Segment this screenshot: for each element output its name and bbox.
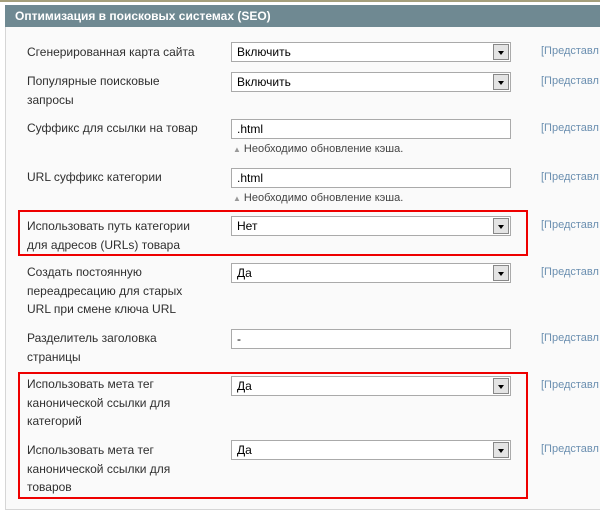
cache-note: ▲ Необходимо обновление кэша. bbox=[233, 192, 403, 204]
highlight-box bbox=[18, 372, 528, 499]
select-value: Включить bbox=[237, 45, 291, 59]
chevron-down-icon[interactable] bbox=[493, 442, 509, 458]
field-select[interactable]: Нет bbox=[231, 216, 511, 236]
triangle-up-icon: ▲ bbox=[233, 145, 241, 154]
field-label: Создать постоянную переадресацию для ста… bbox=[27, 265, 183, 316]
scope-label: [Представл bbox=[541, 379, 599, 391]
field-label: URL суффикс категории bbox=[27, 170, 162, 184]
scope-label: [Представл bbox=[541, 443, 599, 455]
field-select[interactable]: Да bbox=[231, 440, 511, 460]
field-input[interactable]: .html bbox=[231, 168, 511, 188]
field-label: Использовать мета тег канонической ссылк… bbox=[27, 377, 171, 428]
input-value: - bbox=[237, 332, 241, 346]
select-value: Да bbox=[237, 379, 252, 393]
chevron-down-icon[interactable] bbox=[493, 378, 509, 394]
field-label: Разделитель заголовка страницы bbox=[27, 331, 157, 364]
highlight-box bbox=[18, 210, 528, 256]
scope-label: [Представл bbox=[541, 45, 599, 57]
field-label: Суффикс для ссылки на товар bbox=[27, 121, 198, 135]
scope-label: [Представл bbox=[541, 266, 599, 278]
field-input[interactable]: - bbox=[231, 329, 511, 349]
select-value: Нет bbox=[237, 219, 258, 233]
triangle-up-icon: ▲ bbox=[233, 194, 241, 203]
chevron-down-icon[interactable] bbox=[493, 265, 509, 281]
select-value: Включить bbox=[237, 75, 291, 89]
field-select[interactable]: Да bbox=[231, 263, 511, 283]
top-border bbox=[0, 0, 600, 2]
field-label: Использовать путь категории для адресов … bbox=[27, 219, 190, 252]
select-value: Да bbox=[237, 266, 252, 280]
select-value: Да bbox=[237, 443, 252, 457]
field-label: Сгенерированная карта сайта bbox=[27, 45, 195, 59]
field-select[interactable]: Да bbox=[231, 376, 511, 396]
scope-label: [Представл bbox=[541, 75, 599, 87]
scope-label: [Представл bbox=[541, 219, 599, 231]
cache-note-text: Необходимо обновление кэша. bbox=[243, 192, 404, 204]
section-title: Оптимизация в поисковых системах (SEO) bbox=[15, 9, 271, 23]
chevron-down-icon[interactable] bbox=[493, 218, 509, 234]
field-input[interactable]: .html bbox=[231, 119, 511, 139]
section-header[interactable]: Оптимизация в поисковых системах (SEO) bbox=[5, 5, 600, 27]
field-label: Использовать мета тег канонической ссылк… bbox=[27, 443, 171, 494]
field-select[interactable]: Включить bbox=[231, 42, 511, 62]
field-select[interactable]: Включить bbox=[231, 72, 511, 92]
cache-note: ▲ Необходимо обновление кэша. bbox=[233, 143, 403, 155]
chevron-down-icon[interactable] bbox=[493, 44, 509, 60]
input-value: .html bbox=[237, 171, 264, 185]
chevron-down-icon[interactable] bbox=[493, 74, 509, 90]
field-label: Популярные поисковые запросы bbox=[27, 74, 160, 107]
input-value: .html bbox=[237, 122, 264, 136]
cache-note-text: Необходимо обновление кэша. bbox=[243, 143, 404, 155]
scope-label: [Представл bbox=[541, 171, 599, 183]
scope-label: [Представл bbox=[541, 122, 599, 134]
scope-label: [Представл bbox=[541, 332, 599, 344]
